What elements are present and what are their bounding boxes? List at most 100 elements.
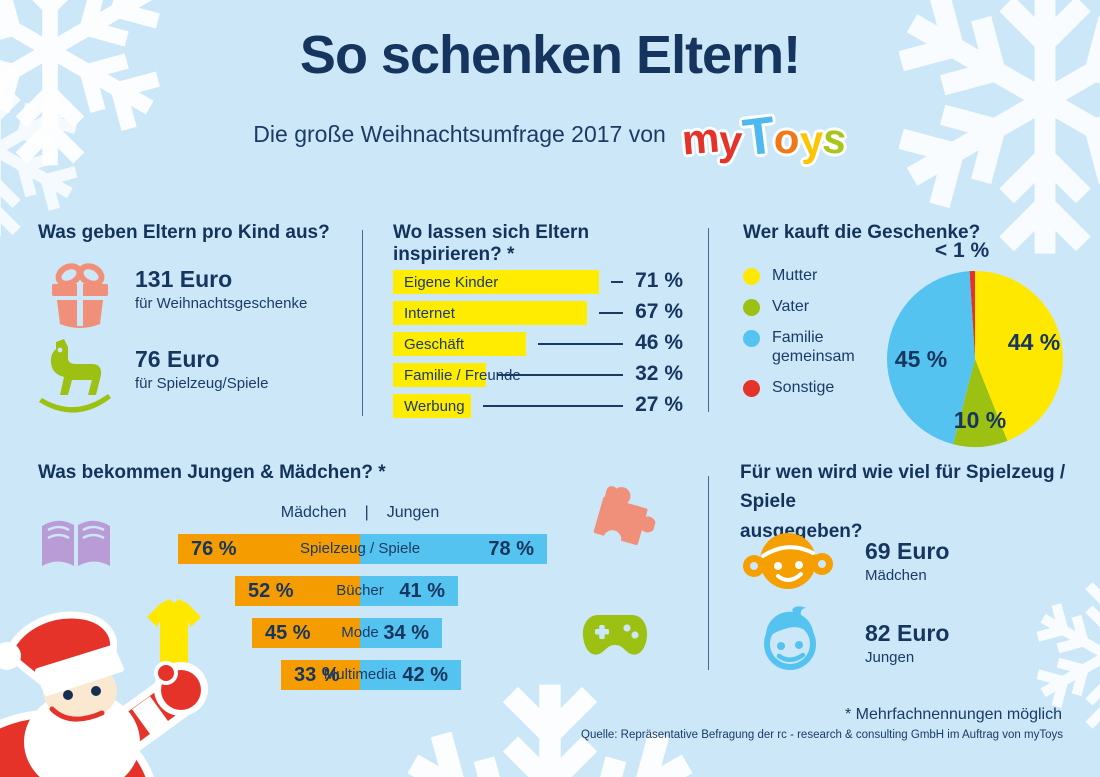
bar-label: Familie / Freunde [404, 366, 521, 384]
column-boys: Jungen [386, 504, 440, 521]
bar-label: Geschäft [404, 335, 465, 353]
bar-value: 71 % [635, 269, 683, 292]
boys-bar: 42 % [360, 660, 461, 690]
bar-value: 46 % [635, 331, 683, 354]
page-title: So schenken Eltern! [299, 25, 801, 85]
section-title: Für wen wird wie viel für Spielzeug / Sp… [740, 462, 1066, 542]
spend-amount-toys: 76 Euro [135, 346, 220, 372]
legend-item: Familie gemeinsam [743, 328, 855, 366]
diverging-bar-chart: 76 % 78 % Spielzeug / Spiele 52 % 41 % Bücher… [175, 534, 575, 699]
logo-letter: s [820, 113, 850, 164]
bar-label: Eigene Kinder [404, 273, 499, 291]
spend-label-toys: für Spielzeug/Spiele [135, 375, 269, 392]
column-headers: Mädchen | Jungen [180, 504, 540, 522]
bar-value: 32 % [635, 362, 683, 385]
boys-value: 34 % [383, 621, 429, 644]
legend-dot [743, 268, 760, 285]
girls-bar: 45 % [252, 618, 360, 648]
boys-bar: 34 % [360, 618, 442, 648]
divider [708, 476, 709, 670]
section-spend-per-gender: Für wen wird wie viel für Spielzeug / Sp… [740, 458, 1075, 698]
gifts-row: 45 % 34 % Mode [175, 618, 575, 648]
divider [362, 230, 363, 416]
pie-legend: Mutter Vater Familie gemeinsam Sonstige [743, 222, 883, 442]
connector-line [611, 281, 623, 283]
inspiration-bar-row: Geschäft 46 % [393, 331, 693, 356]
tshirt-icon [143, 598, 205, 670]
column-divider: | [364, 504, 369, 521]
bar-value: 67 % [635, 300, 683, 323]
pie-slice-mutter [975, 271, 1063, 441]
inspiration-bar: Werbung [393, 394, 471, 418]
source-note: Quelle: Repräsentative Befragung der rc … [581, 729, 1063, 741]
bar-value: 27 % [635, 393, 683, 416]
legend-dot [743, 330, 760, 347]
inspiration-bar-chart: Eigene Kinder 71 % Internet 67 % Geschäft 46 … [393, 269, 693, 440]
book-icon [38, 516, 114, 574]
section-title: Was geben Eltern pro Kind aus? [38, 222, 330, 243]
pie-value-label: 10 % [954, 407, 1006, 433]
bar-label: Werbung [404, 397, 465, 415]
puzzle-icon [580, 474, 664, 558]
legend-label: Sonstige [772, 379, 835, 396]
boys-label: Jungen [865, 649, 915, 666]
inspiration-bar: Familie / Freunde [393, 363, 521, 387]
section-gift-buyers: Wer kauft die Geschenke? Mutter Vater Fami… [743, 222, 1073, 452]
pie-slice-sonstige [969, 271, 975, 359]
connector-line [599, 312, 623, 314]
legend-label: Vater [772, 298, 810, 315]
section-title: Wer kauft die Geschenke? [743, 222, 981, 243]
pie-slice-vater [953, 359, 1008, 447]
inspiration-bar: Eigene Kinder [393, 270, 599, 294]
logo-letter: o [772, 114, 802, 163]
girls-bar: 76 % [178, 534, 360, 564]
section-title: Wo lassen sich Eltern inspirieren? * [393, 222, 590, 265]
pie-value-label: < 1 % [935, 239, 990, 262]
buyers-pie-chart: < 1 % 44 % 10 % 45 % [887, 239, 1063, 447]
rocking-horse-icon [38, 338, 112, 414]
section-title: Was bekommen Jungen & Mädchen? * [38, 462, 386, 483]
legend-item: Mutter [743, 266, 817, 285]
bar-label: Internet [404, 304, 455, 322]
girls-label: Mädchen [865, 567, 927, 584]
legend-label: Mutter [772, 267, 818, 284]
page-subtitle: Die große Weihnachtsumfrage 2017 von [253, 120, 666, 147]
gamepad-icon [582, 608, 648, 660]
boys-bar: 41 % [360, 576, 458, 606]
logo-letter: m [679, 113, 722, 164]
footnote: * Mehrfachnennungen möglich [844, 706, 1062, 723]
inspiration-bar-row: Werbung 27 % [393, 393, 693, 418]
section-boys-girls: Was bekommen Jungen & Mädchen? * Mädchen… [38, 462, 698, 702]
girls-value: 76 % [191, 537, 237, 560]
inspiration-bar: Geschäft [393, 332, 526, 356]
boys-value: 78 % [488, 537, 534, 560]
girls-value: 33 % [294, 663, 340, 686]
gifts-row: 52 % 41 % Bücher [175, 576, 575, 606]
legend-item: Vater [743, 297, 809, 316]
logo-letter: y [717, 116, 744, 165]
pie-slice-familie-gemeinsam [887, 271, 975, 445]
pie-value-label: 44 % [1008, 329, 1060, 355]
connector-line [483, 405, 623, 407]
inspiration-bar: Internet [393, 301, 587, 325]
spend-amount-gifts: 131 Euro [135, 266, 233, 292]
boys-amount: 82 Euro [865, 620, 950, 646]
girl-icon [742, 528, 834, 594]
gift-icon [50, 262, 110, 330]
girls-value: 45 % [265, 621, 311, 644]
inspiration-bar-row: Familie / Freunde 32 % [393, 362, 693, 387]
girls-bar: 52 % [235, 576, 360, 606]
gifts-category-label: Bücher [336, 582, 384, 599]
gifts-row: 76 % 78 % Spielzeug / Spiele [175, 534, 575, 564]
girls-bar: 33 % [281, 660, 360, 690]
legend-dot [743, 380, 760, 397]
legend-dot [743, 299, 760, 316]
pie-value-label: 45 % [895, 346, 947, 372]
boys-bar: 78 % [360, 534, 547, 564]
girls-value: 52 % [248, 579, 294, 602]
inspiration-bar-row: Eigene Kinder 71 % [393, 269, 693, 294]
section-inspiration-chart: Wo lassen sich Eltern inspirieren? * Eig… [393, 222, 693, 432]
section-spend-per-child: Was geben Eltern pro Kind aus? 131 Euro … [38, 222, 358, 442]
